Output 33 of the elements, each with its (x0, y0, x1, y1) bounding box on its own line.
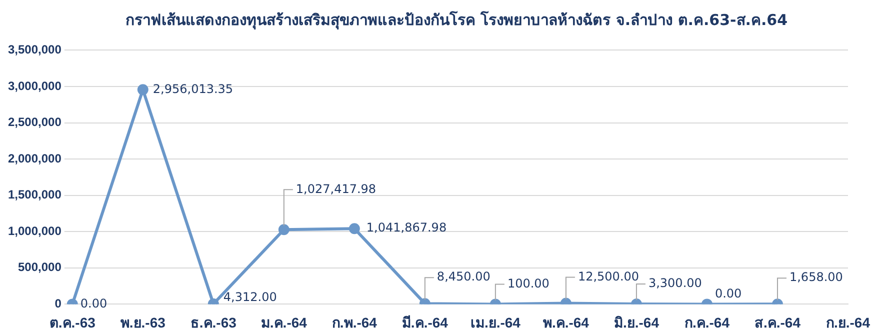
y-tick-label: 1,500,000 (8, 188, 62, 202)
data-label: 0.00 (80, 296, 108, 310)
x-tick-label: มิ.ย.-64 (614, 314, 660, 330)
data-label: 12,500.00 (578, 269, 640, 284)
data-label: 100.00 (507, 276, 550, 290)
y-tick-label: 0 (54, 296, 62, 311)
x-tick-label: ก.ย.-64 (826, 314, 870, 330)
x-tick-label: พ.ย.-63 (120, 314, 166, 330)
x-tick-label: ต.ค.-63 (49, 314, 96, 330)
chart-title: กราฟเส้นแสดงกองทุนสร้างเสริมสุขภาพและป้องกันโรค โรงพยาบาลห้างฉัตร จ.ลำปาง ต.ค.63-ส.ค.64 (124, 10, 789, 32)
x-tick-label: เม.ย.-64 (470, 314, 521, 330)
y-tick-label: 500,000 (18, 260, 62, 274)
data-label: 4,312.00 (223, 290, 277, 304)
x-tick-label: ธ.ค.-63 (190, 314, 237, 330)
x-tick-label: ม.ค.-64 (260, 314, 308, 330)
data-label: 1,027,417.98 (296, 182, 376, 196)
data-label: 1,658.00 (789, 270, 843, 284)
x-tick-label: ก.พ.-64 (332, 314, 378, 330)
y-tick-label: 2,500,000 (8, 115, 62, 130)
data-label: 8,450.00 (436, 270, 490, 284)
data-label: 2,956,013.35 (152, 82, 234, 96)
y-tick-label: 1,000,000 (8, 224, 62, 238)
y-tick-label: 2,000,000 (8, 151, 62, 166)
y-tick-label: 3,500,000 (8, 42, 62, 57)
point (137, 84, 148, 96)
x-tick-label: มี.ค.-64 (402, 314, 448, 330)
data-label: 0.00 (714, 286, 742, 300)
x-tick-label: พ.ค.-64 (542, 314, 590, 330)
x-tick-label: ก.ค.-64 (684, 314, 730, 330)
y-tick-label: 3,000,000 (8, 78, 62, 93)
x-tick-label: ส.ค.-64 (754, 314, 801, 330)
data-label: 3,300.00 (648, 276, 702, 290)
data-label: 1,041,867.98 (366, 220, 447, 235)
